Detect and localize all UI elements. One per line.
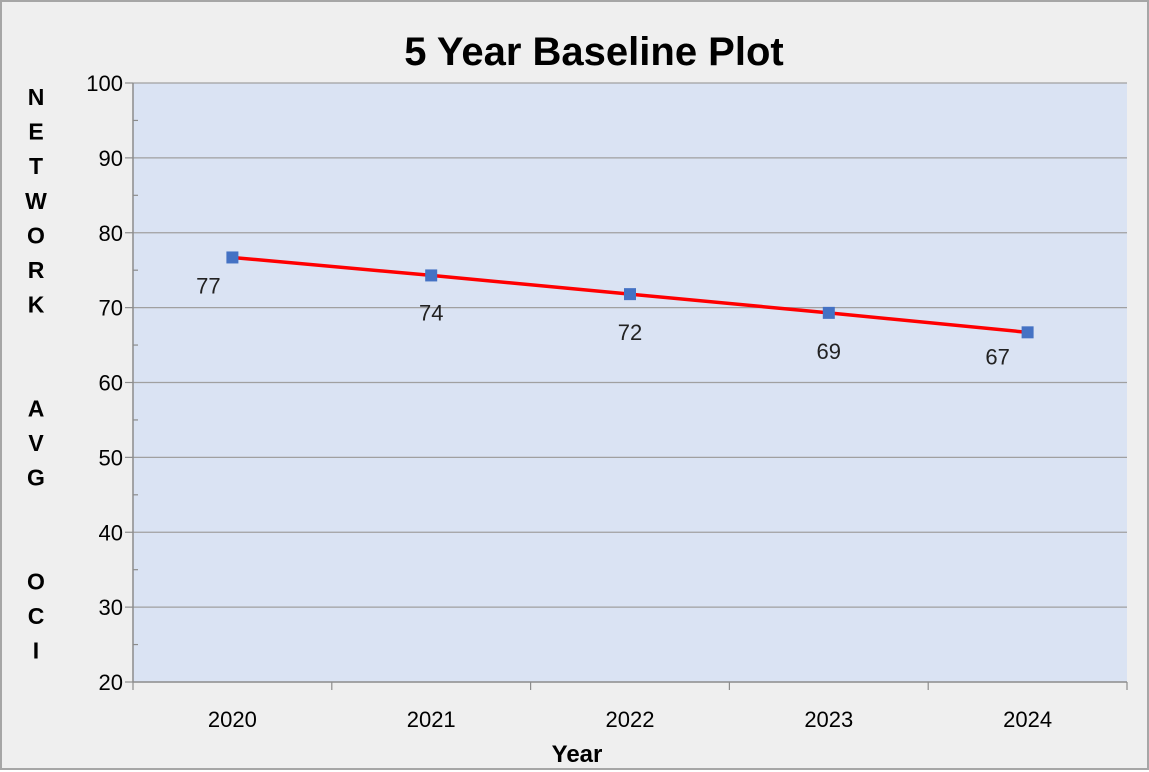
- data-label: 77: [196, 273, 220, 298]
- y-tick-label: 20: [99, 670, 123, 695]
- y-tick-label: 90: [99, 146, 123, 171]
- y-axis-title-letter: N: [28, 84, 45, 110]
- data-point-marker: [822, 306, 835, 319]
- x-axis-title: Year: [552, 741, 603, 768]
- axes: [125, 82, 1128, 690]
- gridlines: [133, 82, 1127, 608]
- y-tick-label: 40: [99, 520, 123, 545]
- y-axis-title-letter: O: [27, 568, 45, 594]
- y-axis-title-letter: R: [28, 257, 45, 283]
- data-point-marker: [226, 251, 239, 264]
- data-label: 67: [985, 344, 1009, 369]
- y-tick-labels: 20 30 40 50 60 70 80 90 100: [86, 71, 123, 695]
- data-point-marker: [1021, 326, 1034, 339]
- chart-title: 5 Year Baseline Plot: [404, 30, 783, 74]
- y-axis-title-letter: V: [28, 430, 44, 456]
- y-tick-label: 50: [99, 445, 123, 470]
- y-tick-label: 60: [99, 371, 123, 396]
- y-tick-label: 100: [86, 71, 123, 96]
- y-axis-title-letter: E: [28, 119, 43, 145]
- data-point-marker: [624, 288, 636, 301]
- x-tick-labels: 2020 2021 2022 2023 2024: [208, 707, 1052, 732]
- x-tick-label: 2020: [208, 707, 257, 732]
- y-axis-title-letter: W: [25, 188, 47, 214]
- y-axis-title-letter: G: [27, 465, 45, 491]
- x-tick-label: 2023: [804, 707, 853, 732]
- data-label: 72: [618, 320, 642, 345]
- x-tick-label: 2022: [606, 707, 655, 732]
- x-tick-label: 2021: [407, 707, 456, 732]
- y-axis-title-letter: A: [28, 395, 45, 421]
- y-tick-label: 70: [99, 296, 123, 321]
- y-tick-label: 80: [99, 221, 123, 246]
- x-tick-label: 2024: [1003, 707, 1052, 732]
- y-axis-title-letter: T: [29, 153, 43, 179]
- data-labels: 77 74 72 69 67: [196, 273, 1010, 369]
- data-point-marker: [425, 269, 438, 282]
- series-layer: [226, 251, 1034, 339]
- y-axis-title-letter: C: [28, 603, 45, 629]
- data-label: 69: [817, 339, 841, 364]
- y-axis-title-letter: I: [33, 638, 39, 664]
- data-label: 74: [419, 300, 443, 325]
- y-tick-label: 30: [99, 595, 123, 620]
- y-axis-title-letter: K: [28, 292, 45, 318]
- y-axis-title-letter: O: [27, 222, 45, 248]
